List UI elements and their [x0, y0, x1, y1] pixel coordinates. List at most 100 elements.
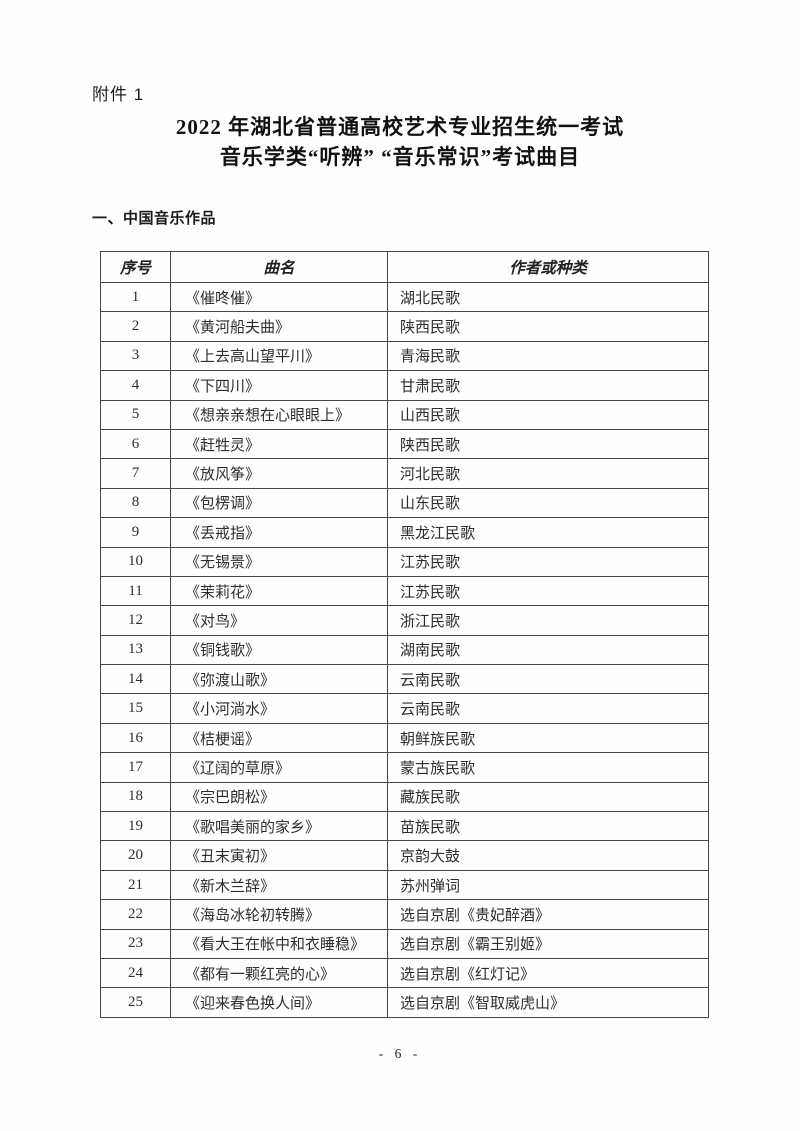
- table-row: 20 《丑末寅初》 京韵大鼓: [100, 840, 709, 871]
- author-or-type: 云南民歌: [387, 693, 709, 724]
- table-row: 10 《无锡景》 江苏民歌: [100, 546, 709, 577]
- song-title: 《小河淌水》: [170, 693, 388, 724]
- table-row: 17 《辽阔的草原》 蒙古族民歌: [100, 752, 709, 783]
- table-row: 24 《都有一颗红亮的心》 选自京剧《红灯记》: [100, 957, 709, 989]
- table-row: 14 《弥渡山歌》 云南民歌: [100, 664, 709, 695]
- author-or-type: 云南民歌: [387, 664, 709, 695]
- song-title: 《新木兰辞》: [170, 869, 388, 901]
- row-number: 3: [100, 340, 171, 372]
- song-title: 《铜钱歌》: [170, 634, 388, 666]
- row-number: 7: [100, 458, 171, 489]
- song-title: 《看大王在帐中和衣睡稳》: [170, 928, 388, 959]
- author-or-type: 京韵大鼓: [387, 840, 709, 871]
- song-title: 《桔梗谣》: [170, 722, 388, 754]
- author-or-type: 选自京剧《红灯记》: [387, 957, 709, 989]
- row-number: 14: [100, 664, 171, 695]
- author-or-type: 选自京剧《贵妃醉酒》: [387, 899, 709, 930]
- row-number: 18: [100, 781, 171, 813]
- table-row: 23 《看大王在帐中和衣睡稳》 选自京剧《霸王别姬》: [100, 928, 709, 959]
- song-title: 《迎来春色换人间》: [170, 987, 388, 1018]
- song-title: 《茉莉花》: [170, 575, 388, 607]
- author-or-type: 陕西民歌: [387, 428, 709, 460]
- author-or-type: 湖北民歌: [387, 281, 709, 313]
- song-title: 《无锡景》: [170, 546, 388, 577]
- author-or-type: 江苏民歌: [387, 546, 709, 577]
- row-number: 9: [100, 517, 171, 548]
- table-row: 22 《海岛冰轮初转腾》 选自京剧《贵妃醉酒》: [100, 899, 709, 930]
- song-title: 《宗巴朗松》: [170, 781, 388, 813]
- song-title: 《对鸟》: [170, 605, 388, 636]
- table-row: 5 《想亲亲想在心眼眼上》 山西民歌: [100, 399, 709, 430]
- row-number: 22: [100, 899, 171, 930]
- row-number: 12: [100, 605, 171, 636]
- author-or-type: 藏族民歌: [387, 781, 709, 813]
- row-number: 20: [100, 840, 171, 871]
- row-number: 1: [100, 281, 171, 313]
- row-number: 6: [100, 428, 171, 460]
- song-title: 《辽阔的草原》: [170, 752, 388, 783]
- column-header-index: 序号: [100, 251, 171, 283]
- row-number: 11: [100, 575, 171, 607]
- table-row: 11 《茉莉花》 江苏民歌: [100, 575, 709, 607]
- author-or-type: 山西民歌: [387, 399, 709, 430]
- table-row: 15 《小河淌水》 云南民歌: [100, 693, 709, 724]
- author-or-type: 河北民歌: [387, 458, 709, 489]
- author-or-type: 陕西民歌: [387, 311, 709, 342]
- table-row: 21 《新木兰辞》 苏州弹词: [100, 869, 709, 901]
- song-title: 《催咚催》: [170, 281, 388, 313]
- table-row: 4 《下四川》 甘肃民歌: [100, 370, 709, 401]
- song-title: 《黄河船夫曲》: [170, 311, 388, 342]
- song-title: 《放风筝》: [170, 458, 388, 489]
- author-or-type: 青海民歌: [387, 340, 709, 372]
- table-row: 1 《催咚催》 湖北民歌: [100, 281, 709, 313]
- column-header-title: 曲名: [170, 251, 388, 283]
- row-number: 17: [100, 752, 171, 783]
- songs-table: 序号 曲名 作者或种类 1 《催咚催》 湖北民歌 2 《黄河船夫曲》 陕西民歌 3 《上去高山望平…: [100, 251, 709, 1018]
- author-or-type: 江苏民歌: [387, 575, 709, 607]
- table-row: 2 《黄河船夫曲》 陕西民歌: [100, 311, 709, 342]
- section-heading: 一、中国音乐作品: [92, 210, 217, 227]
- attachment-label: 附件 1: [92, 85, 145, 104]
- document-title: 2022 年湖北省普通高校艺术专业招生统一考试 音乐学类“听辨” “音乐常识”考…: [0, 112, 800, 172]
- song-title: 《上去高山望平川》: [170, 340, 388, 372]
- row-number: 21: [100, 869, 171, 901]
- song-title: 《弥渡山歌》: [170, 664, 388, 695]
- table-row: 3 《上去高山望平川》 青海民歌: [100, 340, 709, 372]
- author-or-type: 苗族民歌: [387, 811, 709, 842]
- row-number: 24: [100, 957, 171, 989]
- row-number: 13: [100, 634, 171, 666]
- table-row: 8 《包楞调》 山东民歌: [100, 487, 709, 519]
- song-title: 《包楞调》: [170, 487, 388, 519]
- page-number: - 6 -: [378, 1046, 422, 1061]
- song-title: 《都有一颗红亮的心》: [170, 957, 388, 989]
- table-row: 6 《赶牲灵》 陕西民歌: [100, 428, 709, 460]
- song-title: 《丑末寅初》: [170, 840, 388, 871]
- song-title: 《想亲亲想在心眼眼上》: [170, 399, 388, 430]
- table-row: 19 《歌唱美丽的家乡》 苗族民歌: [100, 811, 709, 842]
- songs-table-body: 1 《催咚催》 湖北民歌 2 《黄河船夫曲》 陕西民歌 3 《上去高山望平川》 青海民歌 4 《下四…: [100, 281, 709, 1018]
- row-number: 2: [100, 311, 171, 342]
- author-or-type: 选自京剧《霸王别姬》: [387, 928, 709, 959]
- author-or-type: 浙江民歌: [387, 605, 709, 636]
- table-row: 13 《铜钱歌》 湖南民歌: [100, 634, 709, 666]
- table-row: 16 《桔梗谣》 朝鲜族民歌: [100, 722, 709, 754]
- author-or-type: 甘肃民歌: [387, 370, 709, 401]
- table-row: 18 《宗巴朗松》 藏族民歌: [100, 781, 709, 813]
- author-or-type: 蒙古族民歌: [387, 752, 709, 783]
- table-header-row: 序号 曲名 作者或种类: [100, 251, 709, 283]
- row-number: 19: [100, 811, 171, 842]
- row-number: 4: [100, 370, 171, 401]
- row-number: 25: [100, 987, 171, 1018]
- row-number: 10: [100, 546, 171, 577]
- table-row: 12 《对鸟》 浙江民歌: [100, 605, 709, 636]
- song-title: 《丢戒指》: [170, 517, 388, 548]
- author-or-type: 苏州弹词: [387, 869, 709, 901]
- row-number: 16: [100, 722, 171, 754]
- author-or-type: 选自京剧《智取威虎山》: [387, 987, 709, 1018]
- table-row: 9 《丢戒指》 黑龙江民歌: [100, 517, 709, 548]
- song-title: 《歌唱美丽的家乡》: [170, 811, 388, 842]
- row-number: 8: [100, 487, 171, 519]
- table-row: 7 《放风筝》 河北民歌: [100, 458, 709, 489]
- row-number: 5: [100, 399, 171, 430]
